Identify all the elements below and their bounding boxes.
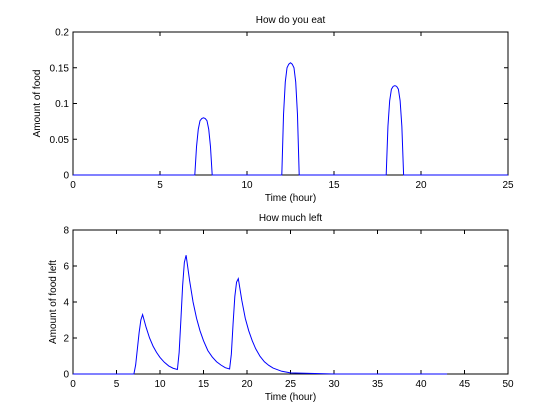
x-tick-label: 20	[241, 379, 253, 390]
y-tick-label: 0.05	[50, 135, 70, 146]
x-tick-label: 20	[415, 180, 427, 191]
x-tick-label: 0	[70, 379, 76, 390]
x-axis-label: Time (hour)	[265, 392, 316, 403]
chart-how-do-you-eat: 0 5 10 15 20 25 0 0.05 0.1 0.15 0.2 How do you eat T…	[32, 15, 514, 204]
y-axis-label: Amount of food	[32, 70, 43, 138]
x-tick-label: 25	[285, 379, 297, 390]
series-line	[73, 62, 508, 176]
x-tick-label: 10	[154, 379, 166, 390]
x-tick-label: 30	[328, 379, 340, 390]
x-tick-label: 15	[198, 379, 210, 390]
x-tick-label: 40	[415, 379, 427, 390]
x-tick-label: 5	[114, 379, 120, 390]
x-axis-label: Time (hour)	[265, 193, 316, 204]
y-tick-label: 0	[63, 370, 69, 381]
x-tick-label: 15	[328, 180, 340, 191]
x-tick-label: 0	[70, 180, 76, 191]
y-tick-label: 0.1	[55, 99, 69, 110]
x-tick-label: 25	[502, 180, 514, 191]
y-tick-label: 0	[63, 171, 69, 182]
y-axis-label: Amount of food left	[48, 260, 59, 344]
x-tick-label: 10	[241, 180, 253, 191]
y-tick-label: 0.15	[50, 63, 70, 74]
series-line	[73, 255, 448, 375]
chart-title: How much left	[259, 213, 323, 224]
y-tick-label: 0.2	[55, 28, 69, 39]
x-tick-label: 5	[157, 180, 163, 191]
y-tick-label: 2	[63, 334, 69, 345]
x-tick-label: 45	[459, 379, 471, 390]
chart-title: How do you eat	[256, 15, 326, 26]
x-tick-label: 35	[372, 379, 384, 390]
y-tick-label: 6	[63, 262, 69, 273]
x-tick-label: 50	[502, 379, 514, 390]
y-tick-label: 8	[63, 226, 69, 237]
y-tick-label: 4	[63, 298, 69, 309]
chart-how-much-left: 0 5 10 15 20 25 30 35 40 45 50 0 2 4 6 8 How much left Ti…	[48, 213, 514, 403]
